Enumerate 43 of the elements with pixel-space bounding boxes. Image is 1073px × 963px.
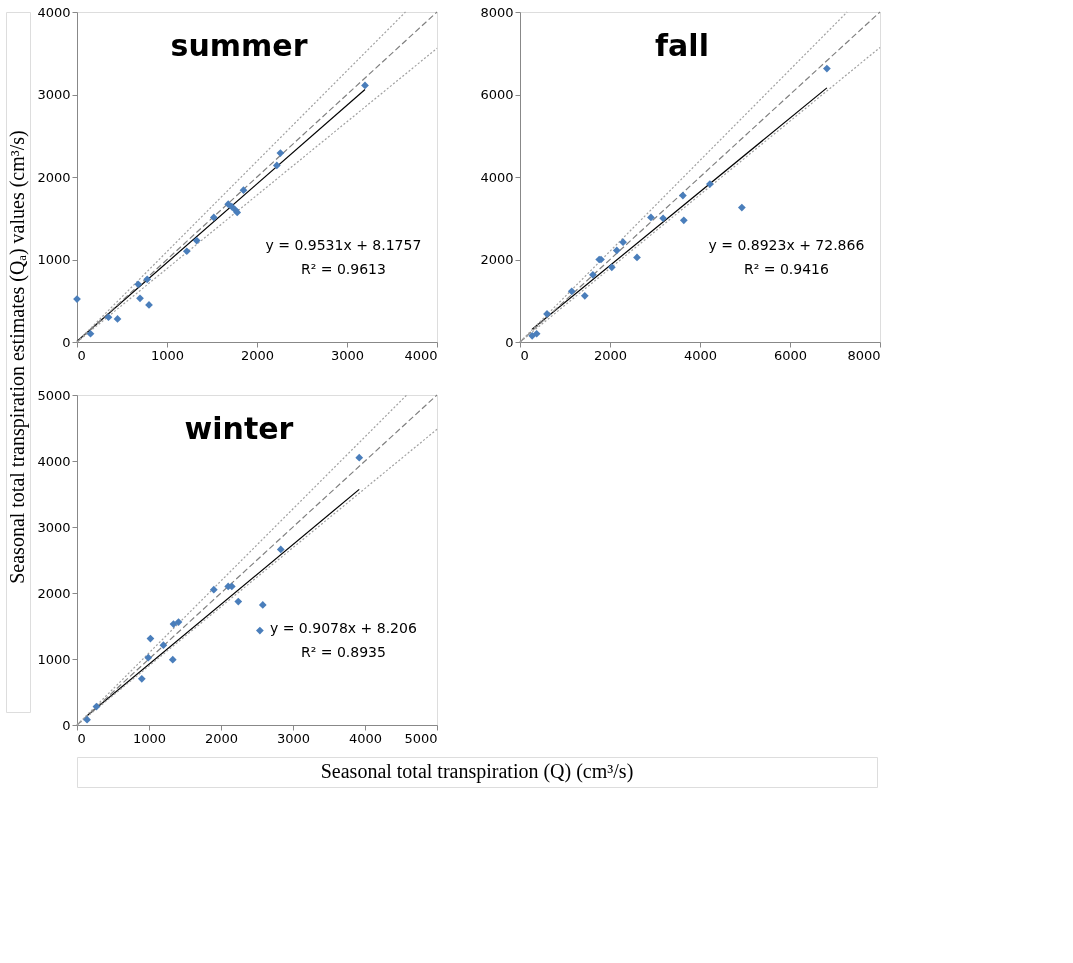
x-tick-label: 1000 — [132, 730, 167, 746]
y-tick-label: 0 — [62, 717, 71, 733]
x-tick-label: 3000 — [330, 347, 365, 363]
x-tick-label: 4000 — [404, 347, 438, 363]
x-tick-label: 3000 — [276, 730, 311, 746]
x-tick-label: 2000 — [593, 347, 628, 363]
x-tick-label: 6000 — [773, 347, 808, 363]
text: summer — [170, 28, 308, 63]
y-tick-label: 1000 — [37, 252, 71, 267]
x-tick-label: 0 — [77, 347, 86, 363]
annotation: R² = 0.9416 — [743, 261, 829, 278]
y-tick-label: 4000 — [37, 4, 71, 20]
x-tick-label: 5000 — [404, 730, 438, 746]
y-tick-label: 4000 — [37, 453, 71, 469]
annotation: R² = 0.8935 — [300, 644, 386, 661]
y-tick-label: 1000 — [37, 651, 71, 667]
x-tick-label: 2000 — [204, 730, 239, 746]
y-tick-label: 0 — [505, 334, 514, 350]
y-tick-label: 5000 — [37, 387, 71, 403]
y-tick-label: 2000 — [37, 585, 71, 601]
annotation: y = 0.9531x + 8.1757 — [265, 237, 422, 254]
annotation: y = 0.9078x + 8.206 — [269, 620, 417, 637]
x-tick-label: 0 — [77, 730, 86, 746]
x-tick-label: 8000 — [847, 347, 881, 363]
x-tick-label: 2000 — [240, 347, 275, 363]
y-tick-label: 8000 — [480, 4, 514, 20]
y-tick-label: 6000 — [480, 87, 514, 102]
y-tick-label: 0 — [62, 334, 71, 350]
text: winter — [184, 411, 294, 446]
y-tick-label: 4000 — [480, 169, 514, 185]
y-axis-title: Seasonal total transpiration estimates (Qₐ) values (cm³/s) — [6, 130, 29, 584]
y-tick-label: 3000 — [37, 519, 71, 535]
y-tick-label: 2000 — [480, 252, 514, 267]
y-tick-label: 2000 — [37, 169, 71, 185]
x-tick-label: 4000 — [683, 347, 718, 363]
x-tick-label: 0 — [520, 347, 529, 363]
annotation: y = 0.8923x + 72.866 — [708, 237, 865, 254]
y-tick-label: 3000 — [37, 87, 71, 102]
annotation: R² = 0.9613 — [300, 261, 386, 278]
x-tick-label: 4000 — [348, 730, 383, 746]
x-tick-label: 1000 — [150, 347, 185, 363]
text: fall — [655, 28, 709, 63]
x-axis-title: Seasonal total transpiration (Q) (cm³/s) — [320, 760, 634, 783]
